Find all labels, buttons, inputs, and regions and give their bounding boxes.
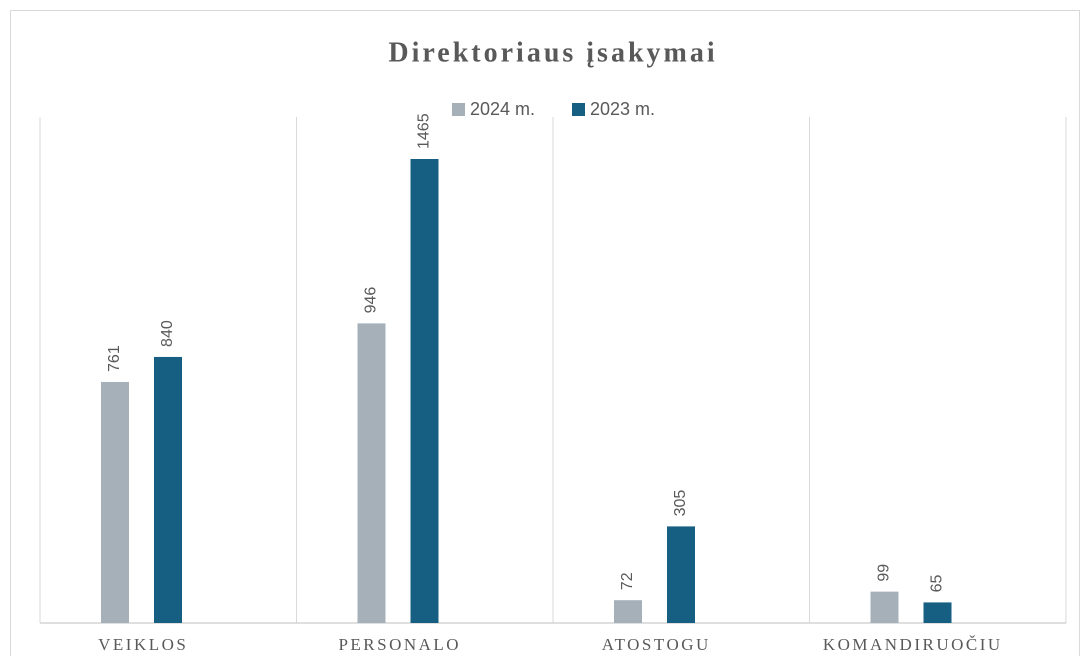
bar (410, 159, 439, 623)
data-label: 946 (363, 287, 380, 314)
data-label: 99 (876, 564, 893, 582)
bar (870, 591, 899, 623)
bar (101, 381, 129, 623)
x-tick-label: VEIKLOS (98, 635, 188, 654)
legend-swatch (572, 103, 585, 116)
data-label: 840 (159, 320, 176, 347)
chart-border (10, 10, 1080, 656)
bar (357, 323, 386, 623)
data-label: 65 (929, 575, 946, 593)
legend-label: 2023 m. (590, 99, 655, 119)
legend-swatch (452, 103, 465, 116)
x-tick-label: ATOSTOGU (602, 635, 711, 654)
bar (614, 600, 642, 623)
data-label: 72 (619, 572, 636, 590)
data-label: 305 (672, 490, 689, 517)
data-label: 761 (106, 345, 123, 372)
bar (154, 356, 182, 623)
legend-label: 2024 m. (470, 99, 535, 119)
data-label: 1465 (416, 113, 433, 149)
chart-title: Direktoriaus įsakymai (388, 37, 717, 68)
x-tick-label: KOMANDIRUOČIU (823, 635, 1003, 654)
x-tick-label: PERSONALO (338, 635, 461, 654)
bar (923, 602, 952, 623)
bar (667, 526, 695, 623)
